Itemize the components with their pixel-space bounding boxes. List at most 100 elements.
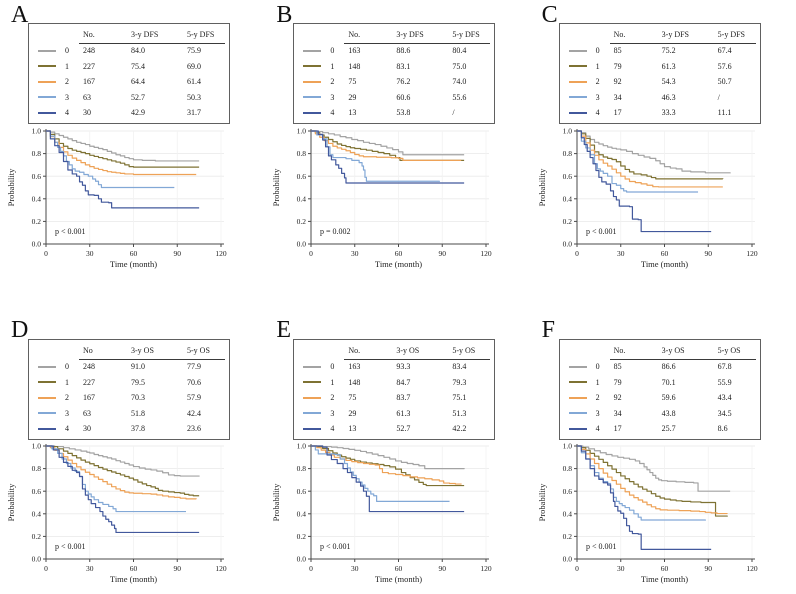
legend-cell-group: 3: [595, 408, 600, 418]
legend-cell-no: 248: [83, 46, 95, 55]
legend-col-header: 5-y DFS: [452, 30, 480, 39]
y-tick-label: 0.2: [562, 217, 572, 226]
legend-cell-group: 3: [330, 92, 335, 102]
p-value-label: p < 0.001: [55, 227, 86, 236]
legend-cell-sample: [31, 406, 65, 422]
legend-cell-sample: [562, 74, 596, 90]
legend-line-sample-group1: [38, 381, 56, 384]
km-curve-group1: [311, 130, 465, 161]
legend-line-sample-group0: [568, 365, 587, 368]
legend-cell-group: 0: [595, 362, 600, 371]
legend-cell-sample: [562, 359, 596, 375]
legend-cell-no: 167: [83, 393, 95, 402]
legend-cell-sample: [562, 43, 596, 59]
legend-cell-group: 0: [330, 46, 335, 55]
legend-cell-sample: [296, 390, 330, 406]
legend-table: No. 3-y DFS 5-y DFS 0 163 88.6 80.4 1 148 83.1 75.…: [293, 23, 496, 124]
header-rule: [79, 43, 225, 44]
legend-line-sample-group4: [38, 111, 56, 114]
x-tick-label: 120: [481, 249, 493, 258]
legend-line-sample-group0: [568, 49, 587, 52]
legend-cell-y5: 75.9: [187, 46, 201, 55]
legend-col-header: 3-y OS: [396, 346, 420, 355]
panel-b: B No. 3-y DFS 5-y DFS 0 163 88.6 80.4 1 148 83.1 7…: [265, 0, 530, 297]
legend-cell-y5: 57.9: [187, 393, 201, 402]
km-plot: 0.0 0.2 0.4 0.6 0.8 1.0 0 30 60 90 120 Probability T…: [6, 442, 227, 584]
x-tick-label: 0: [309, 249, 313, 258]
legend-cell-y5: 34.5: [717, 408, 732, 418]
legend-cell-sample: [296, 406, 330, 422]
y-tick-label: 0.2: [297, 217, 307, 226]
legend-cell-no: 75: [348, 77, 357, 86]
legend-cell-no: 227: [83, 61, 95, 71]
x-tick-label: 90: [704, 564, 712, 573]
legend-cell-group: 4: [65, 108, 69, 117]
header-rule: [609, 43, 756, 44]
legend-cell-group: 4: [595, 424, 600, 433]
km-curve-group4: [46, 130, 200, 209]
y-axis-label: Probability: [6, 483, 16, 522]
legend-cell-y5: 11.1: [717, 108, 732, 117]
y-tick-label: 0.4: [562, 194, 572, 203]
x-tick-label: 120: [746, 564, 758, 573]
legend-cell-y5: 67.8: [717, 362, 732, 371]
legend-table: No. 3-y DFS 5-y DFS 0 248 84.0 75.9 1 227 75.4 69.…: [28, 23, 230, 124]
legend-cell-y5: 83.4: [452, 362, 467, 371]
legend-line-sample-group3: [568, 412, 587, 415]
legend-line-sample-group1: [38, 65, 56, 68]
legend-cell-y3: 42.9: [131, 108, 145, 117]
legend-line-sample-group3: [303, 96, 322, 99]
panel-d: D No 3-y OS 5-y OS 0 248 91.0 77.9 1 227 79.5 70.6…: [0, 297, 265, 594]
km-curve-group1: [311, 445, 465, 487]
header-rule: [609, 359, 756, 360]
p-value-label: p < 0.001: [55, 542, 86, 551]
legend-cell-no: 92: [613, 393, 622, 402]
legend-cell-no: 163: [348, 46, 361, 55]
legend-col-header: No.: [83, 30, 95, 39]
legend-cell-sample: [31, 90, 65, 106]
x-tick-label: 30: [86, 564, 94, 573]
legend-cell-sample: [296, 375, 330, 391]
legend-cell-y3: 46.3: [661, 92, 676, 102]
legend-col-header: No: [83, 346, 93, 355]
km-curve-group0: [576, 445, 730, 492]
legend-cell-no: 34: [613, 408, 622, 418]
x-tick-label: 60: [130, 249, 138, 258]
legend-cell-y3: 79.5: [131, 377, 145, 387]
panel-letter: B: [276, 2, 293, 28]
panel-letter: E: [276, 317, 291, 343]
legend-cell-group: 1: [65, 377, 69, 387]
legend-cell-y5: 55.9: [717, 377, 732, 387]
legend-cell-y5: 77.9: [187, 362, 201, 371]
legend-cell-group: 1: [330, 61, 335, 71]
legend-cell-no: 85: [613, 46, 622, 55]
legend-cell-y5: 75.0: [452, 61, 467, 71]
legend-col-header: 3-y DFS: [396, 30, 424, 39]
legend-cell-group: 0: [330, 362, 335, 371]
km-curve-group4: [311, 445, 465, 513]
legend-cell-sample: [296, 105, 330, 121]
y-axis-label: Probability: [6, 168, 16, 207]
legend-cell-group: 0: [595, 46, 600, 55]
p-value-label: p = 0.002: [320, 227, 351, 236]
legend-cell-y5: 69.0: [187, 61, 201, 71]
x-tick-label: 90: [704, 249, 712, 258]
x-tick-label: 0: [575, 249, 579, 258]
legend-line-sample-group2: [38, 80, 56, 83]
legend-line-sample-group2: [303, 396, 322, 399]
legend-col-header: No.: [348, 346, 361, 355]
y-tick-label: 0.2: [32, 217, 42, 226]
legend-col-header: 5-y OS: [452, 346, 476, 355]
header-rule: [344, 359, 491, 360]
legend-cell-y3: 91.0: [131, 362, 145, 371]
legend-cell-no: 13: [348, 108, 357, 117]
legend-cell-sample: [296, 59, 330, 75]
y-tick-label: 0.0: [562, 555, 572, 564]
legend-cell-y3: 83.7: [396, 393, 411, 402]
x-tick-label: 90: [174, 249, 182, 258]
km-curve-group0: [46, 130, 200, 162]
km-curve-group0: [311, 445, 466, 470]
legend-table: No. 3-y OS 5-y OS 0 85 86.6 67.8 1 79 70.1 55.9 2 92…: [558, 339, 761, 440]
legend-cell-y5: 31.7: [187, 108, 201, 117]
legend-line-sample-group2: [38, 396, 56, 399]
